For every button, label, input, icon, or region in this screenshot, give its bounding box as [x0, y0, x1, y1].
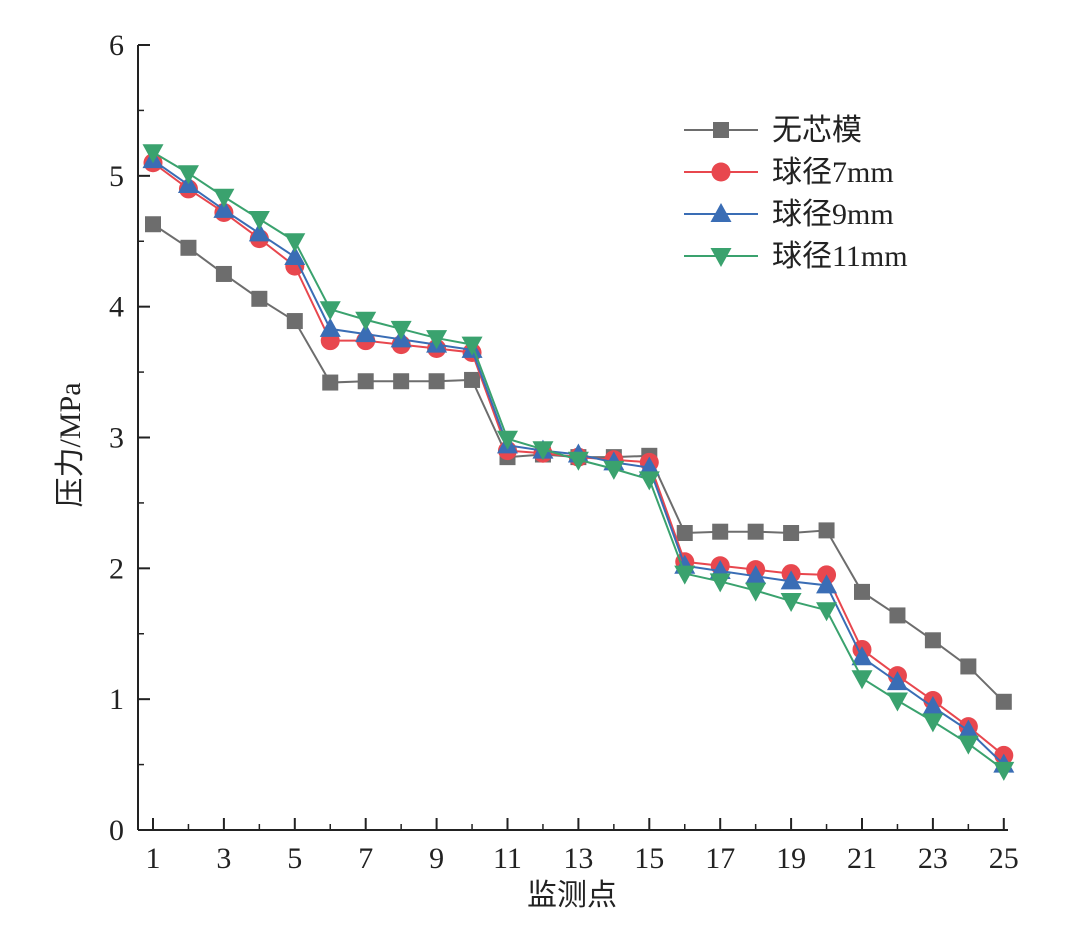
data-point — [286, 313, 303, 330]
x-axis-title: 监测点 — [527, 879, 617, 912]
data-point — [818, 522, 835, 539]
data-point — [603, 460, 625, 480]
data-point — [177, 165, 199, 185]
data-point — [674, 565, 696, 585]
data-point — [428, 373, 445, 390]
series-layer — [142, 144, 1015, 781]
y-tick-label: 6 — [109, 29, 124, 62]
x-tick-label: 11 — [493, 842, 522, 875]
data-point — [886, 671, 908, 691]
data-point — [567, 451, 589, 471]
data-point — [780, 593, 802, 613]
x-tick-label: 1 — [146, 842, 161, 875]
data-point — [995, 693, 1012, 710]
data-point — [889, 607, 906, 624]
data-point — [922, 713, 944, 733]
data-point — [957, 719, 979, 739]
x-tick-label: 15 — [634, 842, 664, 875]
data-point — [745, 565, 767, 585]
data-point — [886, 692, 908, 712]
y-tick-label: 1 — [109, 683, 124, 716]
data-point — [355, 323, 377, 343]
data-point — [747, 523, 764, 540]
data-point — [780, 570, 802, 590]
data-point — [851, 646, 873, 666]
data-point — [355, 311, 377, 331]
data-point — [924, 632, 941, 649]
data-point — [145, 216, 161, 233]
data-point — [993, 761, 1015, 781]
legend-item: 无芯模 — [684, 114, 862, 147]
data-point — [180, 239, 197, 256]
legend-item: 球径11mm — [684, 240, 908, 273]
series-4 — [142, 144, 1015, 781]
data-point — [638, 456, 660, 476]
data-point — [213, 188, 235, 208]
legend-marker — [710, 248, 732, 267]
data-point — [248, 211, 270, 231]
data-point — [284, 233, 306, 253]
y-tick-label: 3 — [109, 422, 124, 455]
legend-item: 球径9mm — [684, 198, 894, 231]
data-point — [851, 670, 873, 690]
data-point — [709, 573, 731, 593]
data-point — [215, 265, 232, 282]
data-point — [532, 441, 554, 461]
data-point — [712, 523, 729, 540]
y-tick-label: 2 — [109, 552, 124, 585]
data-point — [854, 583, 870, 600]
data-point — [783, 525, 800, 542]
legend-marker — [710, 203, 732, 222]
x-tick-label: 19 — [776, 842, 806, 875]
y-tick-label: 4 — [109, 291, 124, 324]
data-point — [426, 330, 448, 350]
legend-label: 无芯模 — [772, 114, 862, 147]
data-point — [357, 373, 374, 390]
data-point — [816, 574, 838, 594]
data-point — [957, 735, 979, 755]
data-point — [638, 471, 660, 491]
data-point — [461, 336, 483, 356]
data-point — [319, 317, 341, 337]
data-point — [284, 245, 306, 265]
legend-label: 球径7mm — [772, 156, 894, 189]
data-point — [322, 374, 339, 391]
x-tick-label: 25 — [989, 842, 1019, 875]
data-point — [319, 301, 341, 321]
x-tick-label: 17 — [705, 842, 735, 875]
y-axis-title: 压力/MPa — [54, 382, 87, 507]
y-tick-label: 0 — [109, 814, 124, 847]
x-tick-label: 13 — [563, 842, 593, 875]
x-tick-label: 3 — [216, 842, 231, 875]
data-point — [464, 371, 481, 388]
x-tick-label: 7 — [358, 842, 373, 875]
data-point — [142, 144, 164, 164]
series-1 — [145, 216, 1012, 710]
data-point — [960, 658, 977, 675]
x-tick-label: 5 — [287, 842, 302, 875]
data-point — [676, 525, 693, 542]
x-tick-label: 9 — [429, 842, 444, 875]
legend-label: 球径9mm — [772, 198, 894, 231]
data-point — [745, 582, 767, 602]
legend-marker — [713, 122, 729, 138]
data-point — [248, 222, 270, 242]
data-point — [393, 373, 410, 390]
data-point — [390, 320, 412, 340]
legend-item: 球径7mm — [684, 156, 894, 189]
legend-label: 球径11mm — [772, 240, 908, 273]
y-tick-label: 5 — [109, 160, 124, 193]
x-tick-label: 21 — [847, 842, 877, 875]
data-point — [251, 290, 268, 307]
data-point — [922, 696, 944, 716]
legend-marker — [711, 162, 731, 182]
data-point — [816, 602, 838, 622]
x-tick-label: 23 — [918, 842, 948, 875]
data-point — [497, 430, 518, 450]
data-point — [213, 198, 235, 218]
